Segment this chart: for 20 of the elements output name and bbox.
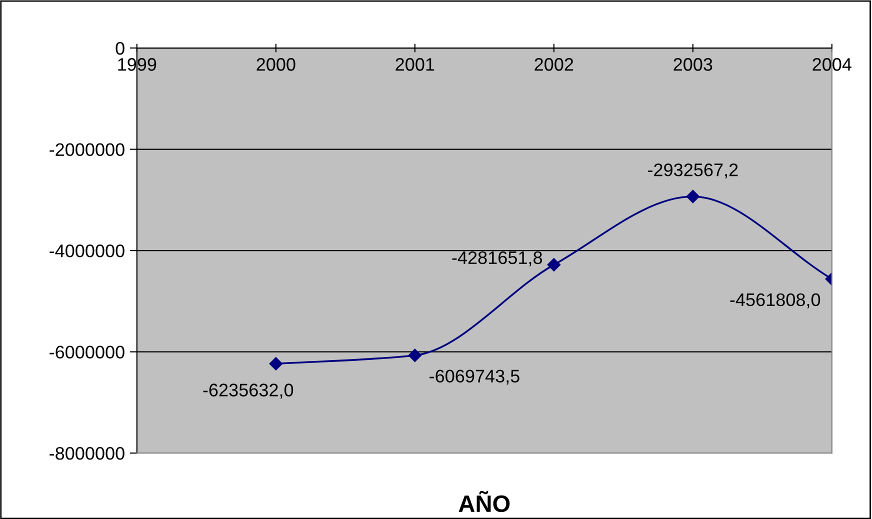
- x-tick-label: 2001: [396, 58, 434, 71]
- y-tick-label: -4000000: [50, 244, 124, 258]
- x-tick-label: 2003: [674, 58, 712, 71]
- data-label: -6069743,5: [430, 370, 520, 385]
- point: [408, 348, 422, 362]
- x-tick-label: 2002: [534, 58, 574, 71]
- y-tick-label: -6000000: [50, 346, 124, 359]
- x-tick-label: 2000: [256, 58, 296, 71]
- x-tick-label: 2004: [812, 58, 852, 71]
- x-axis-title: AÑO: [458, 490, 510, 512]
- data-label: -2932567,2: [648, 163, 738, 178]
- point: [686, 190, 700, 204]
- data-label: -4281651,8: [452, 251, 542, 266]
- point: [547, 258, 560, 272]
- y-tick-label: 0: [116, 42, 124, 55]
- y-tick-label: -2000000: [50, 143, 124, 156]
- data-label: -4561808,0: [730, 293, 820, 308]
- y-tick-label: -8000000: [50, 447, 124, 460]
- point: [269, 357, 282, 370]
- data-label: -6235632,0: [203, 384, 294, 399]
